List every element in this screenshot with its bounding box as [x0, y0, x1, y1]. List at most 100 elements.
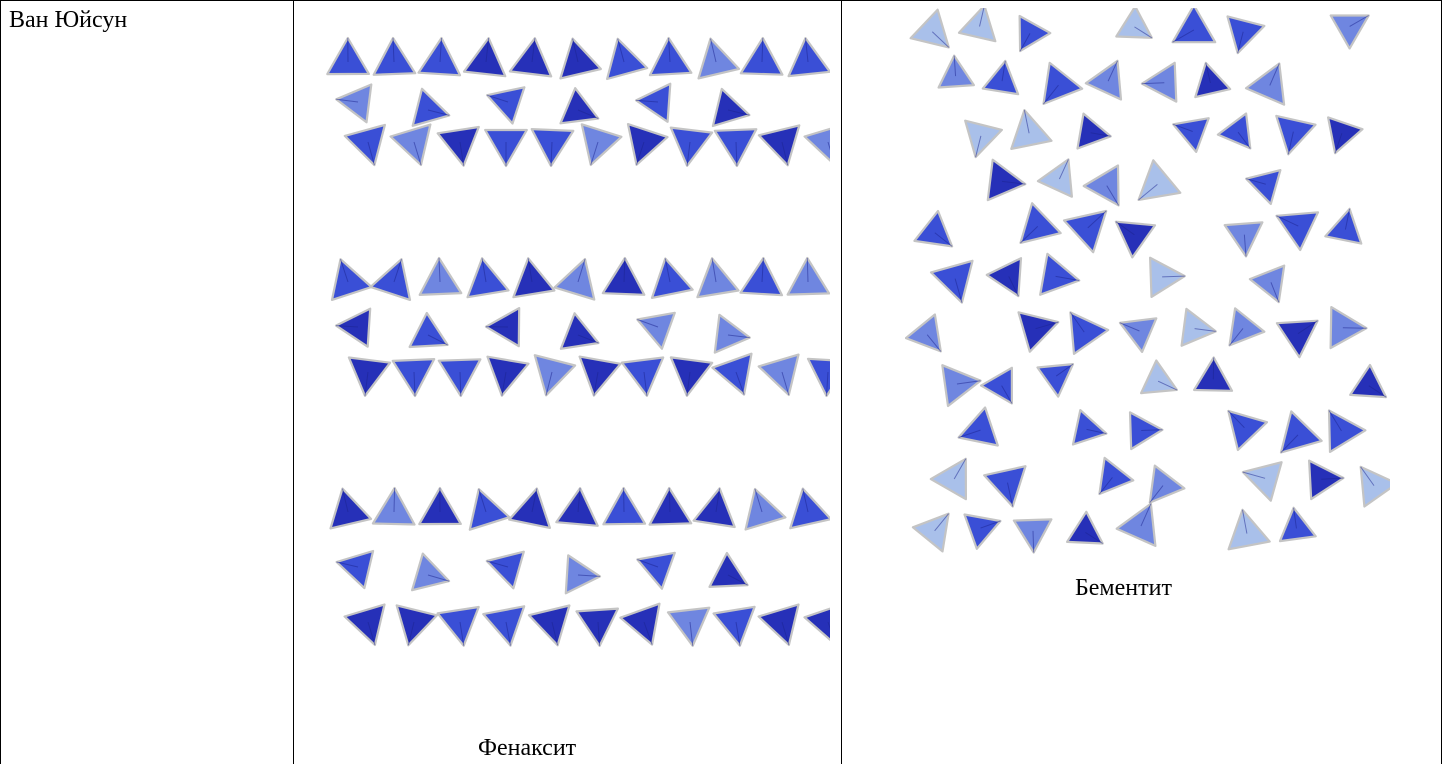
tetrahedron	[1062, 209, 1108, 254]
tetrahedron	[803, 607, 830, 642]
tetrahedron	[408, 311, 449, 349]
tetrahedron	[757, 124, 801, 167]
tetrahedron	[486, 86, 526, 125]
tetrahedron	[1171, 8, 1217, 44]
tetrahedron	[436, 125, 480, 167]
tetrahedron	[1248, 264, 1286, 304]
tetrahedron	[1115, 8, 1153, 39]
tetrahedron	[713, 128, 758, 168]
tetrahedron	[1172, 117, 1210, 153]
tetrahedron	[485, 550, 525, 590]
tetrahedron	[757, 353, 800, 397]
tetrahedron	[1017, 311, 1060, 353]
tetrahedron	[371, 486, 416, 526]
tetrahedron	[981, 59, 1020, 96]
tetrahedron	[1140, 359, 1178, 395]
tetrahedron	[1329, 14, 1370, 50]
tetrahedron	[626, 122, 669, 166]
tetrahedron	[1010, 108, 1053, 150]
tetrahedron	[330, 258, 373, 301]
tetrahedron	[1148, 464, 1186, 504]
tetrahedron	[1193, 356, 1234, 392]
tetrahedron	[636, 311, 676, 350]
tetrahedron	[635, 82, 672, 123]
tetrahedron	[985, 257, 1023, 298]
tetrahedron	[564, 554, 602, 595]
tetrahedron	[395, 604, 439, 647]
tetrahedron	[1329, 306, 1368, 350]
tetrahedron	[711, 352, 753, 396]
tetrahedron	[1227, 409, 1269, 452]
tetrahedron	[389, 123, 432, 167]
tetrahedron	[347, 356, 392, 397]
column-divider-2	[841, 0, 842, 764]
tetrahedron	[1245, 169, 1282, 206]
tetrahedron	[602, 486, 647, 526]
tetrahedron	[669, 356, 714, 397]
column-divider-1	[293, 0, 294, 764]
tetrahedron	[1349, 363, 1388, 399]
tetrahedron	[343, 603, 386, 647]
tetrahedron	[1226, 15, 1266, 55]
tetrahedron	[757, 603, 800, 647]
table-top-border	[0, 0, 1442, 1]
tetrahedron	[1327, 409, 1367, 453]
tetrahedron	[696, 257, 740, 299]
tetrahedron	[1278, 506, 1317, 543]
tetrahedron	[418, 486, 462, 526]
tetrahedron	[418, 256, 463, 296]
tetrahedron	[437, 358, 482, 398]
tetrahedron	[929, 457, 968, 501]
tetrahedron	[1223, 221, 1264, 258]
tetrahedron	[335, 83, 373, 124]
bementite-structure-drawing	[905, 8, 1390, 554]
tetrahedron	[326, 36, 371, 76]
tetrahedron	[486, 355, 530, 397]
tetrahedron	[739, 256, 784, 297]
tetrahedron	[1275, 319, 1319, 359]
tetrahedron	[1324, 207, 1363, 245]
tetrahedron	[417, 36, 462, 77]
tetrahedron	[1228, 307, 1266, 347]
tetrahedron	[1227, 508, 1271, 551]
tetrahedron	[648, 486, 693, 526]
tetrahedron	[692, 487, 736, 529]
tetrahedron	[1084, 59, 1123, 101]
tetrahedron	[1069, 311, 1110, 355]
table-left-border	[0, 0, 1, 764]
tetrahedron	[803, 127, 830, 162]
tetrahedron	[343, 123, 387, 167]
tetrahedron	[964, 119, 1004, 159]
tetrahedron	[578, 355, 622, 397]
tetrahedron	[1194, 61, 1232, 99]
tetrahedron	[697, 37, 741, 80]
tetrahedron	[553, 258, 596, 301]
tetrahedron	[636, 551, 676, 590]
tetrahedron	[575, 607, 619, 648]
tetrahedron	[508, 487, 551, 530]
tetrahedron	[911, 512, 950, 553]
tetrahedron	[711, 87, 751, 128]
tetrahedron	[601, 256, 646, 296]
tetrahedron	[411, 87, 451, 127]
tetrahedron	[1012, 518, 1053, 554]
tetrahedron	[1036, 158, 1073, 198]
tetrahedron	[484, 307, 521, 348]
tetrahedron	[462, 37, 507, 78]
tetrahedron	[1039, 252, 1081, 296]
tetrahedron	[1066, 510, 1104, 545]
tetrahedron	[436, 605, 480, 647]
tetrahedron	[979, 366, 1014, 405]
tetrahedron	[789, 487, 830, 530]
tetrahedron	[555, 487, 599, 527]
tetrahedron	[905, 313, 942, 353]
tetrahedron	[1241, 461, 1283, 502]
tetrahedron	[512, 257, 556, 299]
tetrahedron	[1216, 112, 1252, 150]
tetrahedron	[1327, 116, 1364, 155]
tetrahedron	[1118, 317, 1158, 353]
phenaxite-caption: Фенаксит	[478, 735, 577, 761]
tetrahedron	[533, 354, 577, 397]
tetrahedron	[739, 36, 784, 76]
